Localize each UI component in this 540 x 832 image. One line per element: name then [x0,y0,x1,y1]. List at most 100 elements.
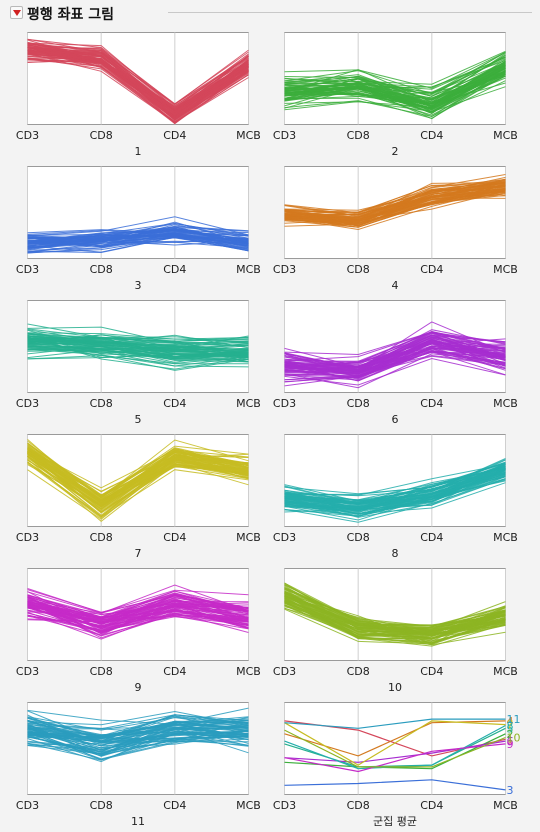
mean-label-5: 5 [507,722,514,735]
cluster-9-line [27,602,249,624]
cluster-11-line [27,731,249,760]
plot-frame [284,702,506,795]
cluster-4-line [284,185,506,218]
cluster-8-line [284,463,506,509]
panel-means: CD3 CD8 CD4 MCB 12 3 456 78 910 11 군집 평균 [273,702,521,828]
cluster-2-line [284,51,506,89]
tick-label-CD3: CD3 [16,531,39,544]
tick-label-CD4: CD4 [163,129,186,142]
tick-label-CD8: CD8 [347,263,370,276]
series-lines [284,50,506,120]
tick-label-CD4: CD4 [163,531,186,544]
mean-label-6: 6 [507,735,514,748]
mean-line-4 [284,720,506,757]
tick-label-CD3: CD3 [273,531,296,544]
cluster-1-line [27,52,249,124]
tick-label-MCB: MCB [493,397,518,410]
series-lines [27,584,249,640]
cluster-4-line [284,187,506,227]
cluster-2-line [284,73,506,114]
cluster-6-line [284,357,506,386]
cluster-1-line [27,45,249,105]
cluster-4-line [284,193,506,224]
mean-line-9 [284,743,506,773]
tick-label-MCB: MCB [236,531,261,544]
tick-label-CD3: CD3 [16,665,39,678]
cluster-1-line [27,38,249,105]
tick-label-CD8: CD8 [90,799,113,812]
series-lines [284,458,506,523]
cluster-9-line [27,605,249,619]
mean-line-3 [284,779,506,791]
disclosure-triangle-icon[interactable] [10,6,23,19]
cluster-3-line [27,216,249,237]
panel-3: CD3 CD8 CD4 MCB 3 [16,166,261,292]
panel-title: 2 [392,145,399,158]
cluster-5-line [27,342,249,358]
tick-label-CD8: CD8 [90,129,113,142]
panel-2: CD3 CD8 CD4 MCB 2 [273,32,518,158]
cluster-7-line [27,450,249,507]
cluster-7-line [27,452,249,513]
tick-label-CD8: CD8 [347,129,370,142]
cluster-6-line [284,337,506,372]
tick-label-CD8: CD8 [90,263,113,276]
cluster-11-line [27,721,249,744]
cluster-2-line [284,64,506,97]
mean-line-7 [284,720,506,766]
panel-title: 10 [388,681,402,694]
mean-label-8: 8 [507,720,514,733]
cluster-5-line [27,348,249,354]
tick-label-CD3: CD3 [16,129,39,142]
cluster-5-line [27,337,249,350]
panel-8: CD3 CD8 CD4 MCB 8 [273,434,518,560]
cluster-5-line [27,326,249,345]
cluster-6-line [284,351,506,376]
cluster-9-line [27,600,249,625]
cluster-10-line [284,600,506,646]
cluster-4-line [284,182,506,214]
cluster-4-line [284,181,506,220]
mean-label-7: 7 [507,719,514,732]
tick-label-CD4: CD4 [163,799,186,812]
panel-title: 3 [135,279,142,292]
tick-label-CD8: CD8 [90,397,113,410]
cluster-9-line [27,609,249,631]
cluster-7-line [27,445,249,498]
cluster-2-line [284,51,506,97]
panel-4: CD3 CD8 CD4 MCB 4 [273,166,518,292]
cluster-11-line [27,727,249,751]
tick-label-MCB: MCB [493,665,518,678]
cluster-8-line [284,482,506,515]
cluster-6-line [284,342,506,383]
cluster-2-line [284,61,506,104]
tick-label-CD3: CD3 [16,397,39,410]
cluster-9-line [27,584,249,614]
report-title: 평행 좌표 그림 [27,7,115,23]
cluster-7-line [27,461,249,519]
cluster-10-line [284,592,506,629]
mean-label-11: 11 [507,713,521,726]
series-lines [284,582,506,647]
tick-label-CD8: CD8 [347,531,370,544]
cluster-3-line [27,237,249,254]
cluster-8-line [284,466,506,515]
tick-label-CD4: CD4 [420,799,443,812]
tick-label-MCB: MCB [236,129,261,142]
series-lines: 12 3 456 78 910 11 [284,713,521,797]
cluster-5-line [27,336,249,359]
series-lines [284,174,506,231]
cluster-5-line [27,335,249,349]
cluster-2-line [284,61,506,94]
tick-label-CD4: CD4 [420,397,443,410]
tick-label-MCB: MCB [493,799,518,812]
panel-5: CD3 CD8 CD4 MCB 5 [16,300,261,426]
cluster-3-line [27,240,249,247]
cluster-3-line [27,235,249,253]
cluster-2-line [284,67,506,101]
tick-label-CD8: CD8 [90,665,113,678]
tick-label-MCB: MCB [236,799,261,812]
cluster-9-line [27,601,249,639]
cluster-8-line [284,478,506,523]
